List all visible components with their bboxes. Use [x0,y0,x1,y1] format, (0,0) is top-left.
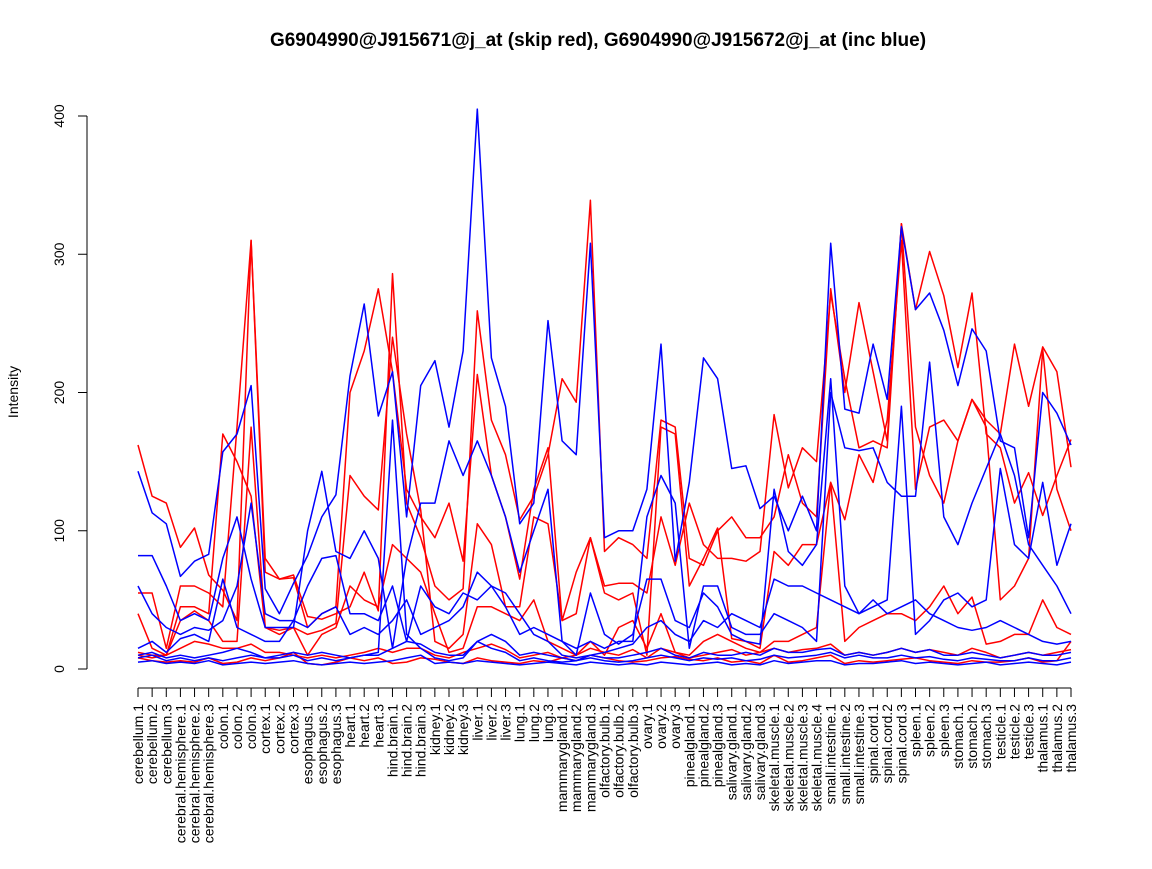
x-tick-label-salivary.gland.2: salivary.gland.2 [738,704,754,800]
x-tick-label-cerebral.hemisphere.2: cerebral.hemisphere.2 [187,704,203,844]
x-tick-label-thalamus.2: thalamus.2 [1049,704,1065,773]
x-tick-label-pinealgland.3: pinealgland.3 [710,704,726,788]
x-tick-label-mammarygland.1: mammarygland.1 [554,704,570,812]
series-line-inc-11 [137,633,1072,662]
y-tick-label-0: 0 [51,665,67,673]
y-tick-label-100: 100 [51,519,67,543]
x-tick-label-kidney.3: kidney.3 [455,704,471,755]
series-line-inc-13 [137,654,1072,666]
x-tick-label-liver.1: liver.1 [469,704,485,741]
x-tick-label-heart.3: heart.3 [370,704,386,748]
x-tick-label-testicle.1: testicle.1 [992,704,1008,759]
x-tick-label-spinal.cord.3: spinal.cord.3 [893,704,909,784]
series-line-skip-3 [137,239,1072,656]
x-tick-label-skeletal.muscle.3: skeletal.muscle.3 [794,704,810,812]
x-tick-label-cortex.2: cortex.2 [271,704,287,754]
series-line-inc-7 [137,108,1072,615]
x-tick-label-spleen.1: spleen.1 [908,704,924,757]
x-tick-label-hind.brain.2: hind.brain.2 [399,704,415,777]
x-tick-label-salivary.gland.1: salivary.gland.1 [724,704,740,800]
x-tick-label-small.intestine.1: small.intestine.1 [823,704,839,805]
x-tick-label-testicle.2: testicle.2 [1006,704,1022,759]
x-tick-label-heart.1: heart.1 [342,704,358,748]
x-tick-label-spinal.cord.1: spinal.cord.1 [865,704,881,784]
x-tick-label-ovary.3: ovary.3 [667,704,683,749]
x-tick-label-liver.3: liver.3 [498,704,514,741]
x-tick-label-hind.brain.1: hind.brain.1 [384,704,400,777]
x-tick-label-ovary.1: ovary.1 [639,704,655,749]
x-tick-label-small.intestine.2: small.intestine.2 [837,704,853,805]
y-tick-label-400: 400 [51,104,67,128]
series-line-skip-1 [137,199,1072,622]
x-tick-label-lung.3: lung.3 [540,704,556,742]
series-line-inc-8 [138,361,1072,650]
x-tick-label-pinealgland.2: pinealgland.2 [695,704,711,788]
y-tick-label-200: 200 [51,381,67,405]
x-tick-label-cerebellum.2: cerebellum.2 [144,704,160,784]
x-tick-label-esophagus.3: esophagus.3 [328,704,344,784]
x-tick-label-cerebral.hemisphere.1: cerebral.hemisphere.1 [172,704,188,844]
x-tick-label-colon.1: colon.1 [215,704,231,749]
x-tick-label-pinealgland.1: pinealgland.1 [681,704,697,788]
x-tick-label-colon.2: colon.2 [229,704,245,749]
x-tick-label-salivary.gland.3: salivary.gland.3 [752,704,768,800]
series-line-inc-10 [137,571,1072,659]
x-tick-label-mammarygland.3: mammarygland.3 [582,704,598,812]
x-tick-label-stomach.1: stomach.1 [950,704,966,769]
chart-title: G6904990@J915671@j_at (skip red), G69049… [269,30,927,51]
x-tick-label-olfactory.bulb.2: olfactory.bulb.2 [611,704,627,798]
x-tick-label-thalamus.3: thalamus.3 [1063,704,1079,773]
series-line-skip-2 [138,223,1072,650]
x-tick-label-cerebral.hemisphere.3: cerebral.hemisphere.3 [201,704,217,844]
x-tick-label-small.intestine.3: small.intestine.3 [851,704,867,805]
series-line-inc-12 [137,419,1072,663]
x-tick-label-thalamus.1: thalamus.1 [1035,704,1051,773]
x-tick-label-lung.2: lung.2 [526,704,542,742]
x-tick-label-cerebellum.1: cerebellum.1 [130,704,146,784]
y-tick-label-300: 300 [51,242,67,266]
x-tick-label-skeletal.muscle.2: skeletal.muscle.2 [780,704,796,812]
x-tick-label-cortex.3: cortex.3 [286,704,302,754]
x-tick-label-cortex.1: cortex.1 [257,704,273,754]
x-tick-label-heart.2: heart.2 [356,704,372,748]
x-tick-label-kidney.2: kidney.2 [441,704,457,755]
x-tick-label-skeletal.muscle.1: skeletal.muscle.1 [766,704,782,812]
x-tick-label-hind.brain.3: hind.brain.3 [413,704,429,777]
x-tick-label-olfactory.bulb.3: olfactory.bulb.3 [625,704,641,798]
x-tick-label-spinal.cord.2: spinal.cord.2 [879,704,895,784]
x-tick-label-ovary.2: ovary.2 [653,704,669,749]
x-tick-label-stomach.3: stomach.3 [978,704,994,769]
x-tick-label-lung.1: lung.1 [512,704,528,742]
x-tick-label-olfactory.bulb.1: olfactory.bulb.1 [597,704,613,798]
x-tick-label-spleen.3: spleen.3 [936,704,952,757]
x-tick-label-esophagus.2: esophagus.2 [314,704,330,784]
x-tick-label-liver.2: liver.2 [483,704,499,741]
x-tick-label-testicle.3: testicle.3 [1021,704,1037,759]
x-tick-label-skeletal.muscle.4: skeletal.muscle.4 [809,704,825,812]
y-axis-label: Intensity [5,366,21,418]
x-tick-label-stomach.2: stomach.2 [964,704,980,769]
x-tick-label-spleen.2: spleen.2 [922,704,938,757]
x-tick-label-cerebellum.3: cerebellum.3 [158,704,174,784]
x-tick-label-esophagus.1: esophagus.1 [300,704,316,784]
x-tick-label-mammarygland.2: mammarygland.2 [568,704,584,812]
x-tick-label-kidney.1: kidney.1 [427,704,443,755]
x-tick-label-colon.3: colon.3 [243,704,259,749]
